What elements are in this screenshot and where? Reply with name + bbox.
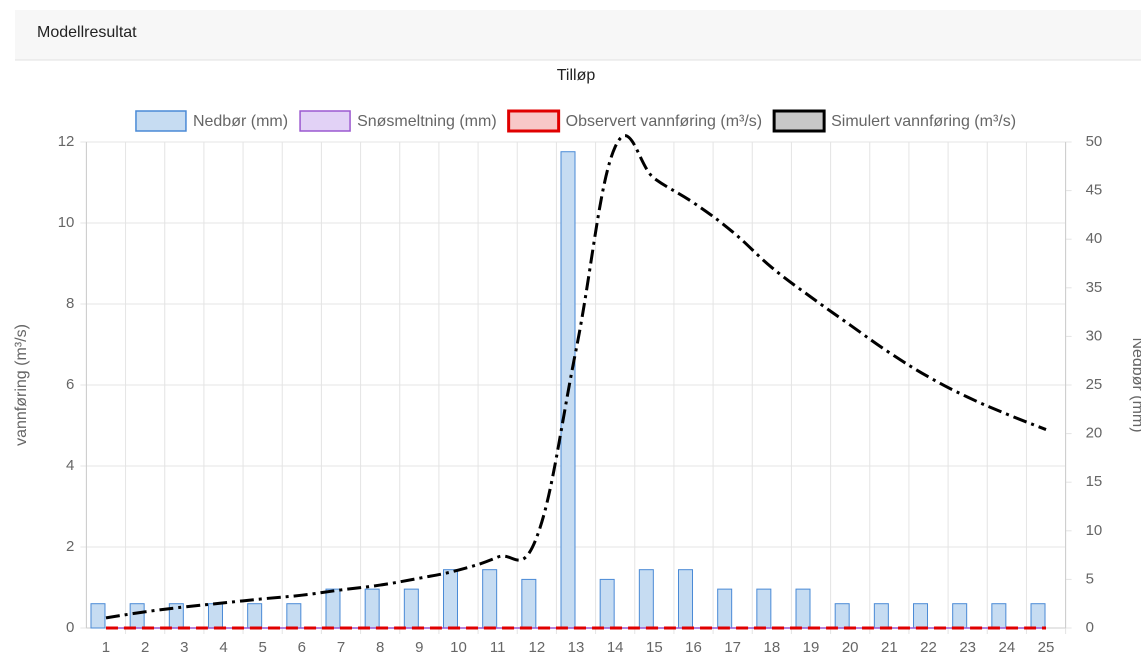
y2-tick-label: 10 [1086, 522, 1103, 539]
x-tick-label: 22 [920, 639, 937, 656]
bar [599, 578, 615, 629]
y2-tick-label: 25 [1086, 376, 1103, 393]
x-tick-label: 1 [102, 639, 110, 656]
chart-title: Tilløp [557, 67, 596, 84]
x-tick-label: 20 [842, 639, 859, 656]
bar [90, 603, 106, 629]
bar [442, 569, 458, 629]
header-bar [15, 10, 1141, 60]
y2-tick-label: 5 [1086, 570, 1094, 587]
bar [756, 588, 772, 629]
x-tick-label: 12 [528, 639, 545, 656]
y-tick-label: 12 [58, 133, 75, 150]
bar [678, 569, 694, 629]
bar [991, 603, 1007, 629]
y2-axis-label: Nedbør (mm) [1129, 337, 1141, 432]
x-tick-label: 25 [1038, 639, 1055, 656]
x-tick-label: 15 [646, 639, 663, 656]
y-axis-label: vannføring (m³/s) [13, 324, 30, 446]
bar [403, 588, 419, 629]
x-tick-label: 2 [141, 639, 149, 656]
y-tick-label: 8 [66, 295, 74, 312]
bar [873, 603, 889, 629]
bar [913, 603, 929, 629]
bar [521, 578, 537, 629]
x-tick-label: 6 [298, 639, 306, 656]
y2-tick-label: 45 [1086, 182, 1103, 199]
y2-tick-label: 30 [1086, 327, 1103, 344]
bar [325, 588, 341, 629]
bar [1030, 603, 1046, 629]
legend-label: Nedbør (mm) [193, 113, 288, 130]
x-tick-label: 21 [881, 639, 898, 656]
x-tick-label: 3 [180, 639, 188, 656]
legend-swatch [507, 109, 561, 133]
x-tick-label: 4 [219, 639, 227, 656]
x-tick-label: 18 [763, 639, 780, 656]
legend-swatch [135, 110, 187, 132]
x-tick-label: 7 [337, 639, 345, 656]
bar [717, 588, 733, 629]
x-tick-label: 16 [685, 639, 702, 656]
line [105, 134, 1047, 620]
bar [364, 588, 380, 629]
y2-tick-label: 50 [1086, 133, 1103, 150]
bar [952, 603, 968, 629]
legend-label: Simulert vannføring (m³/s) [831, 113, 1016, 130]
legend-label: Snøsmeltning (mm) [357, 113, 497, 130]
legend-label: Observert vannføring (m³/s) [566, 113, 762, 130]
bar [482, 569, 498, 629]
y2-tick-label: 40 [1086, 230, 1103, 247]
x-tick-label: 8 [376, 639, 384, 656]
legend-swatch [772, 109, 826, 133]
bar [834, 603, 850, 629]
x-tick-label: 13 [568, 639, 585, 656]
x-tick-label: 10 [450, 639, 467, 656]
bar [286, 603, 302, 629]
x-tick-label: 23 [959, 639, 976, 656]
bar [129, 603, 145, 629]
x-tick-label: 24 [999, 639, 1016, 656]
y2-tick-label: 35 [1086, 279, 1103, 296]
y-tick-label: 2 [66, 538, 74, 555]
bar [638, 569, 654, 629]
bar [247, 603, 263, 629]
y2-tick-label: 15 [1086, 473, 1103, 490]
legend-swatch [299, 110, 351, 132]
bar [795, 588, 811, 629]
y2-tick-label: 20 [1086, 425, 1103, 442]
x-tick-label: 9 [415, 639, 423, 656]
y2-tick-label: 0 [1086, 619, 1094, 636]
header-title: Modellresultat [37, 24, 137, 41]
x-tick-label: 19 [803, 639, 820, 656]
x-tick-label: 11 [490, 639, 506, 656]
y-tick-label: 4 [66, 457, 74, 474]
y-tick-label: 6 [66, 376, 74, 393]
y-tick-label: 10 [58, 214, 75, 231]
x-tick-label: 5 [258, 639, 266, 656]
x-tick-label: 17 [724, 639, 741, 656]
bar [207, 603, 223, 629]
y-tick-label: 0 [66, 619, 74, 636]
x-tick-label: 14 [607, 639, 624, 656]
